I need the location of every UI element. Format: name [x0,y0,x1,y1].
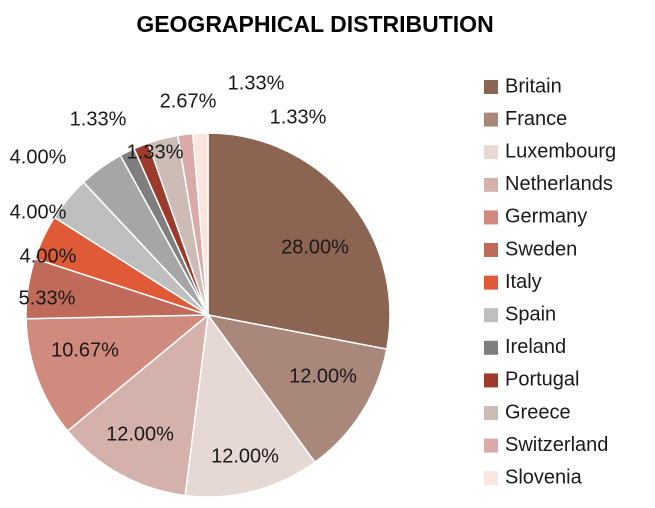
legend-swatch-netherlands [484,177,498,192]
data-label-greece: 1.33% [70,108,127,130]
legend-swatch-ireland [484,340,498,355]
data-label-spain: 4.00% [10,201,67,223]
legend-label-switzerland: Switzerland [505,434,608,456]
legend-swatch-greece [484,406,498,420]
data-label-unlabeled-13: 1.33% [270,106,327,128]
legend-label-slovenia: Slovenia [505,466,583,488]
legend-label-greece: Greece [505,401,571,423]
data-label-france: 12.00% [289,365,357,387]
data-label-portugal: 1.33% [127,141,184,163]
legend-label-britain: Britain [505,75,562,97]
pie-slice-netherlands [66,313,209,497]
legend-swatch-spain [484,308,498,323]
pie-data-labels: 28.00% 12.00% 12.00% 12.00% 10.67% 5.33% 4.00%… [10,72,357,467]
pie-slice-germany [25,314,211,433]
legend-label-france: France [505,108,567,130]
data-label-germany: 10.67% [51,339,119,361]
legend-label-germany: Germany [505,206,587,228]
data-label-netherlands: 12.00% [106,423,174,445]
legend-swatch-slovenia [484,471,498,486]
pie-slice-britain [207,132,391,351]
legend-swatch-italy [484,275,498,290]
chart-legend: Britain France Luxembourg Netherlands German… [484,75,616,488]
legend-swatch-france [484,112,498,127]
legend-label-sweden: Sweden [505,238,577,260]
legend-swatch-switzerland [484,438,498,453]
pie-slice-france [206,313,388,464]
pie-slice-luxembourg [184,313,316,498]
data-label-luxembourg: 12.00% [211,445,279,467]
legend-label-luxembourg: Luxembourg [505,140,616,162]
legend-swatch-sweden [484,243,498,257]
pie-slice-unlabeled-13 [191,132,209,316]
legend-label-italy: Italy [505,271,542,293]
legend-label-portugal: Portugal [505,369,580,391]
legend-swatch-britain [484,80,498,94]
data-label-sweden: 5.33% [19,287,76,309]
data-label-ireland: 4.00% [10,146,67,168]
data-label-switzerland: 2.67% [160,90,217,112]
pie-slices [25,132,391,498]
legend-label-spain: Spain [505,303,556,325]
legend-label-netherlands: Netherlands [505,173,613,195]
legend-label-ireland: Ireland [505,336,566,358]
legend-swatch-germany [484,210,498,225]
data-label-britain: 28.00% [281,236,349,258]
data-label-slovenia: 1.33% [228,72,285,94]
legend-swatch-portugal [484,373,498,388]
chart-title: GEOGRAPHICAL DISTRIBUTION [136,11,493,37]
legend-swatch-luxembourg [484,145,498,160]
data-label-italy: 4.00% [20,245,77,267]
